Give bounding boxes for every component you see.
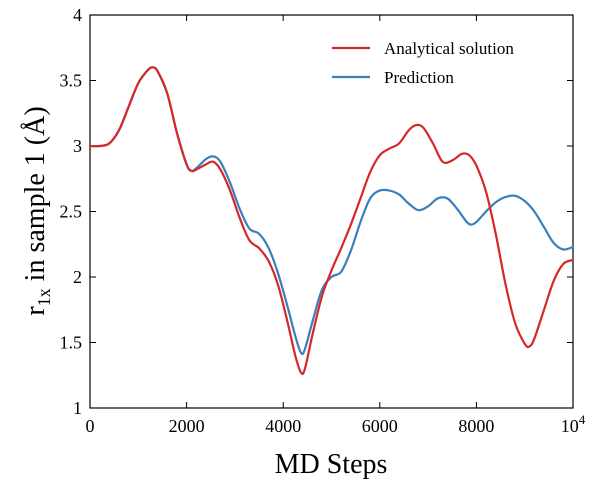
x-axis-title: MD Steps — [275, 449, 388, 480]
x-tick-label: 2000 — [169, 416, 205, 436]
x-tick-label-exponent: 4 — [579, 412, 586, 427]
legend: Analytical solution Prediction — [332, 39, 514, 87]
y-tick-label: 3.5 — [60, 71, 83, 91]
legend-label-prediction: Prediction — [384, 68, 454, 87]
x-tick-label-text: 6000 — [362, 416, 398, 436]
x-tick-label: 6000 — [362, 416, 398, 436]
y-axis-title-rest: in sample 1 (Å) — [20, 106, 51, 288]
series-lines — [88, 66, 575, 376]
x-tick-label: 104 — [561, 412, 586, 436]
x-tick-label-text: 2000 — [169, 416, 205, 436]
x-tick-label-text: 0 — [86, 416, 95, 436]
y-axis-title: r1x in sample 1 (Å) — [20, 106, 54, 315]
legend-label-analytical: Analytical solution — [384, 39, 514, 58]
x-tick-label-text: 10 — [561, 416, 579, 436]
x-tick-label: 0 — [86, 416, 95, 436]
y-tick-label: 4 — [73, 5, 82, 25]
y-tick-label: 1.5 — [60, 333, 83, 353]
x-tick-label: 8000 — [458, 416, 494, 436]
y-tick-label: 2.5 — [60, 202, 83, 222]
y-axis-title-subscript: 1x — [34, 288, 54, 306]
y-tick-label: 3 — [73, 136, 82, 156]
y-tick-label: 1 — [73, 398, 82, 418]
y-tick-label: 2 — [73, 267, 82, 287]
axis-ticks — [89, 14, 574, 409]
y-axis-title-main: r — [20, 306, 51, 316]
plot-frame — [89, 14, 574, 409]
x-tick-label-text: 4000 — [265, 416, 301, 436]
series-line-analytical-solution — [88, 66, 575, 376]
series-line-prediction — [88, 66, 575, 356]
x-tick-label-text: 8000 — [458, 416, 494, 436]
x-tick-label: 4000 — [265, 416, 301, 436]
